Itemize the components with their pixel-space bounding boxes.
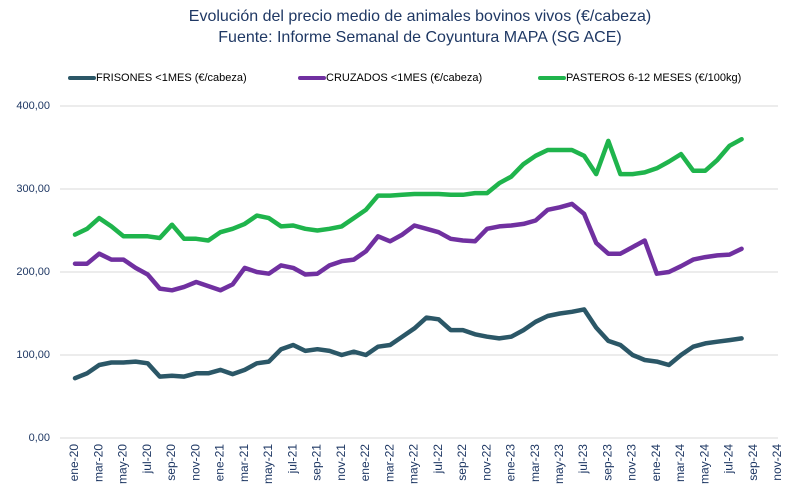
x-tick-label: ene-22 <box>358 444 372 482</box>
x-tick-label: nov-20 <box>188 444 202 481</box>
x-tick-label: sep-20 <box>164 444 178 481</box>
series-line <box>72 307 744 381</box>
x-tick-label: ene-20 <box>67 444 81 482</box>
x-tick-label: mar-24 <box>673 444 687 482</box>
chart-subtitle: Fuente: Informe Semanal de Coyuntura MAP… <box>218 29 621 46</box>
x-tick-label: may-21 <box>261 444 275 484</box>
series-line <box>72 136 744 243</box>
x-tick-label: may-24 <box>697 444 711 484</box>
x-tick-label: jul-22 <box>431 444 445 475</box>
legend-label: FRISONES <1MES (€/cabeza) <box>96 72 247 84</box>
x-tick-label: nov-23 <box>625 444 639 481</box>
x-tick-label: nov-22 <box>479 444 493 481</box>
x-tick-label: mar-22 <box>382 444 396 482</box>
x-tick-label: jul-21 <box>285 444 299 475</box>
x-tick-label: sep-23 <box>600 444 614 481</box>
x-tick-label: nov-21 <box>334 444 348 481</box>
x-tick-label: may-20 <box>116 444 130 484</box>
x-tick-label: may-23 <box>552 444 566 484</box>
chart-title: Evolución del precio medio de animales b… <box>189 8 651 25</box>
x-tick-label: jul-23 <box>576 444 590 475</box>
x-tick-label: mar-21 <box>237 444 251 482</box>
legend-label: CRUZADOS <1MES (€/cabeza) <box>326 72 482 84</box>
x-tick-label: ene-24 <box>649 444 663 482</box>
y-tick-label: 300,00 <box>16 183 50 195</box>
legend-label: PASTEROS 6-12 MESES (€/100kg) <box>566 72 741 84</box>
x-tick-label: sep-24 <box>746 444 760 481</box>
x-tick-label: ene-21 <box>213 444 227 482</box>
series-line <box>72 201 744 293</box>
x-tick-label: mar-23 <box>528 444 542 482</box>
x-tick-label: jul-24 <box>722 444 736 475</box>
x-tick-label: sep-21 <box>310 444 324 481</box>
y-tick-label: 200,00 <box>16 266 50 278</box>
x-tick-label: jul-20 <box>140 444 154 475</box>
y-tick-label: 400,00 <box>16 100 50 112</box>
x-tick-label: may-22 <box>407 444 421 484</box>
x-tick-label: sep-22 <box>455 444 469 481</box>
x-tick-label: ene-23 <box>504 444 518 482</box>
y-tick-label: 0,00 <box>29 432 50 444</box>
x-tick-label: nov-24 <box>770 444 784 481</box>
y-tick-label: 100,00 <box>16 349 50 361</box>
x-tick-label: mar-20 <box>91 444 105 482</box>
